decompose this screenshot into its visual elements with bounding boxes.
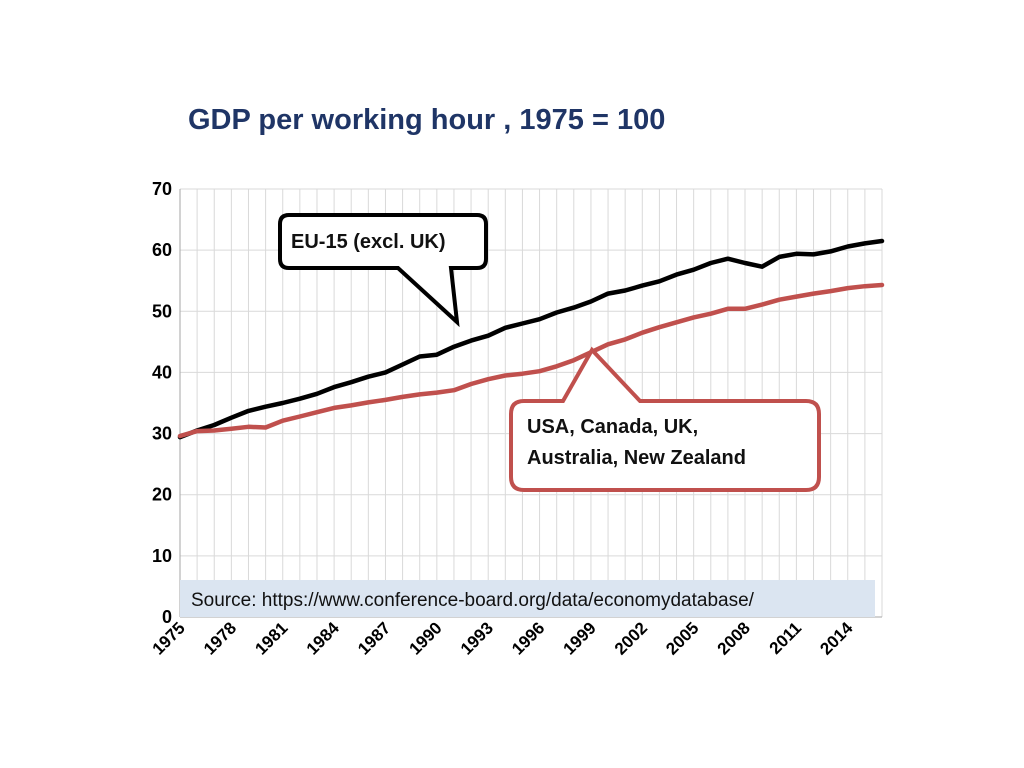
source-box: Source: https://www.conference-board.org… — [180, 580, 875, 617]
anglo-callout-label-line1: USA, Canada, UK, — [527, 416, 698, 438]
eu-callout-label: EU-15 (excl. UK) — [291, 231, 446, 253]
x-tick-label: 1996 — [508, 618, 548, 658]
series-line-eu15 — [177, 238, 885, 440]
y-axis-ticks: 0 10 20 30 40 50 60 70 — [152, 179, 172, 627]
source-box-background — [180, 580, 875, 617]
anglo-callout-bubble — [509, 346, 821, 492]
x-tick-label: 2008 — [714, 618, 754, 658]
x-tick-label: 2014 — [816, 618, 857, 659]
anglo-callout: USA, Canada, UK, Australia, New Zealand — [509, 346, 821, 492]
x-tick-label: 2005 — [662, 618, 702, 658]
series-line-anglo — [177, 282, 885, 439]
anglo-callout-label-line2: Australia, New Zealand — [527, 447, 746, 469]
x-tick-label: 1984 — [303, 618, 344, 659]
y-tick-label: 40 — [152, 362, 172, 382]
x-tick-label: 1990 — [405, 618, 445, 658]
x-tick-label: 1993 — [457, 618, 497, 658]
y-tick-label: 60 — [152, 240, 172, 260]
x-axis-ticks: 1975 1978 1981 1984 1987 1990 1993 1996 1999 2002… — [149, 618, 857, 659]
x-tick-label: 1981 — [251, 618, 291, 658]
x-tick-label: 2002 — [611, 618, 651, 658]
y-tick-label: 50 — [152, 301, 172, 321]
x-tick-label: 1975 — [149, 618, 189, 658]
y-tick-label: 20 — [152, 485, 172, 505]
x-tick-label: 1999 — [560, 618, 600, 658]
series-lines — [177, 238, 885, 440]
y-tick-label: 10 — [152, 546, 172, 566]
x-tick-label: 1987 — [354, 618, 394, 658]
source-text: Source: https://www.conference-board.org… — [191, 590, 755, 611]
chart-title: GDP per working hour , 1975 = 100 — [188, 104, 665, 136]
eu-callout: EU-15 (excl. UK) — [278, 213, 488, 328]
x-tick-label: 2011 — [766, 618, 806, 658]
x-tick-label: 1978 — [200, 618, 240, 658]
y-tick-label: 0 — [162, 607, 172, 627]
y-tick-label: 70 — [152, 179, 172, 199]
y-tick-label: 30 — [152, 424, 172, 444]
eu-callout-bubble — [278, 213, 488, 328]
